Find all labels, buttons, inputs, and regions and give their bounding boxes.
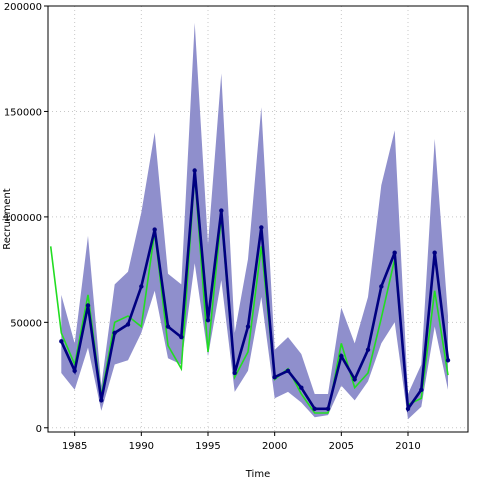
observed-series-line bbox=[49, 174, 449, 414]
estimate-point bbox=[419, 387, 424, 393]
estimate-point bbox=[379, 284, 384, 289]
estimate-point bbox=[445, 358, 451, 363]
estimate-series-line bbox=[60, 170, 450, 413]
estimate-point bbox=[232, 370, 237, 376]
confidence-band-layer bbox=[61, 22, 449, 420]
estimate-point bbox=[432, 250, 437, 255]
estimate-point bbox=[365, 347, 371, 352]
estimate-series-layer bbox=[59, 168, 451, 413]
estimate-point bbox=[312, 406, 317, 412]
estimate-point bbox=[72, 368, 77, 374]
plot-frame bbox=[47, 5, 469, 433]
x-tick-label: 2000 bbox=[262, 441, 287, 452]
x-tick-label: 1990 bbox=[129, 441, 154, 452]
estimate-point bbox=[165, 324, 171, 329]
estimate-point bbox=[299, 385, 304, 390]
observed-series-layer bbox=[49, 174, 449, 414]
estimate-point bbox=[392, 250, 397, 255]
x-tick-label: 1985 bbox=[62, 441, 87, 452]
estimate-point bbox=[205, 318, 211, 323]
y-axis-ticks: 0 50000 100000 150000 200000 bbox=[4, 2, 48, 435]
confidence-band bbox=[61, 22, 449, 420]
x-tick-label: 2005 bbox=[329, 441, 354, 452]
x-tick-label: 1995 bbox=[195, 441, 220, 452]
x-axis-ticks: 1985 1990 1995 2000 2005 2010 bbox=[62, 432, 421, 452]
estimate-point bbox=[285, 368, 291, 374]
y-tick-label: 100000 bbox=[4, 213, 42, 224]
y-tick-label: 0 bbox=[36, 424, 42, 435]
y-tick-label: 150000 bbox=[4, 107, 42, 118]
estimate-point bbox=[139, 284, 144, 289]
x-tick-label: 2010 bbox=[395, 441, 420, 452]
estimate-point bbox=[192, 168, 197, 173]
estimate-point bbox=[99, 398, 104, 403]
estimate-point bbox=[219, 208, 224, 213]
estimate-point bbox=[85, 303, 91, 308]
estimate-point bbox=[59, 339, 64, 344]
estimate-point bbox=[112, 330, 117, 336]
estimate-point bbox=[125, 322, 131, 327]
y-tick-label: 50000 bbox=[10, 318, 42, 329]
estimate-point bbox=[339, 353, 344, 359]
estimate-point bbox=[272, 374, 277, 380]
x-axis-title: Time bbox=[245, 469, 270, 480]
estimate-point bbox=[179, 334, 184, 340]
y-axis-title: Recruitment bbox=[2, 188, 13, 250]
estimate-point bbox=[352, 377, 357, 382]
estimate-point bbox=[405, 406, 411, 412]
estimate-point bbox=[152, 227, 157, 232]
estimate-point bbox=[259, 225, 264, 230]
y-tick-label: 200000 bbox=[4, 2, 42, 13]
estimate-point bbox=[245, 324, 251, 329]
estimate-point bbox=[325, 406, 331, 412]
